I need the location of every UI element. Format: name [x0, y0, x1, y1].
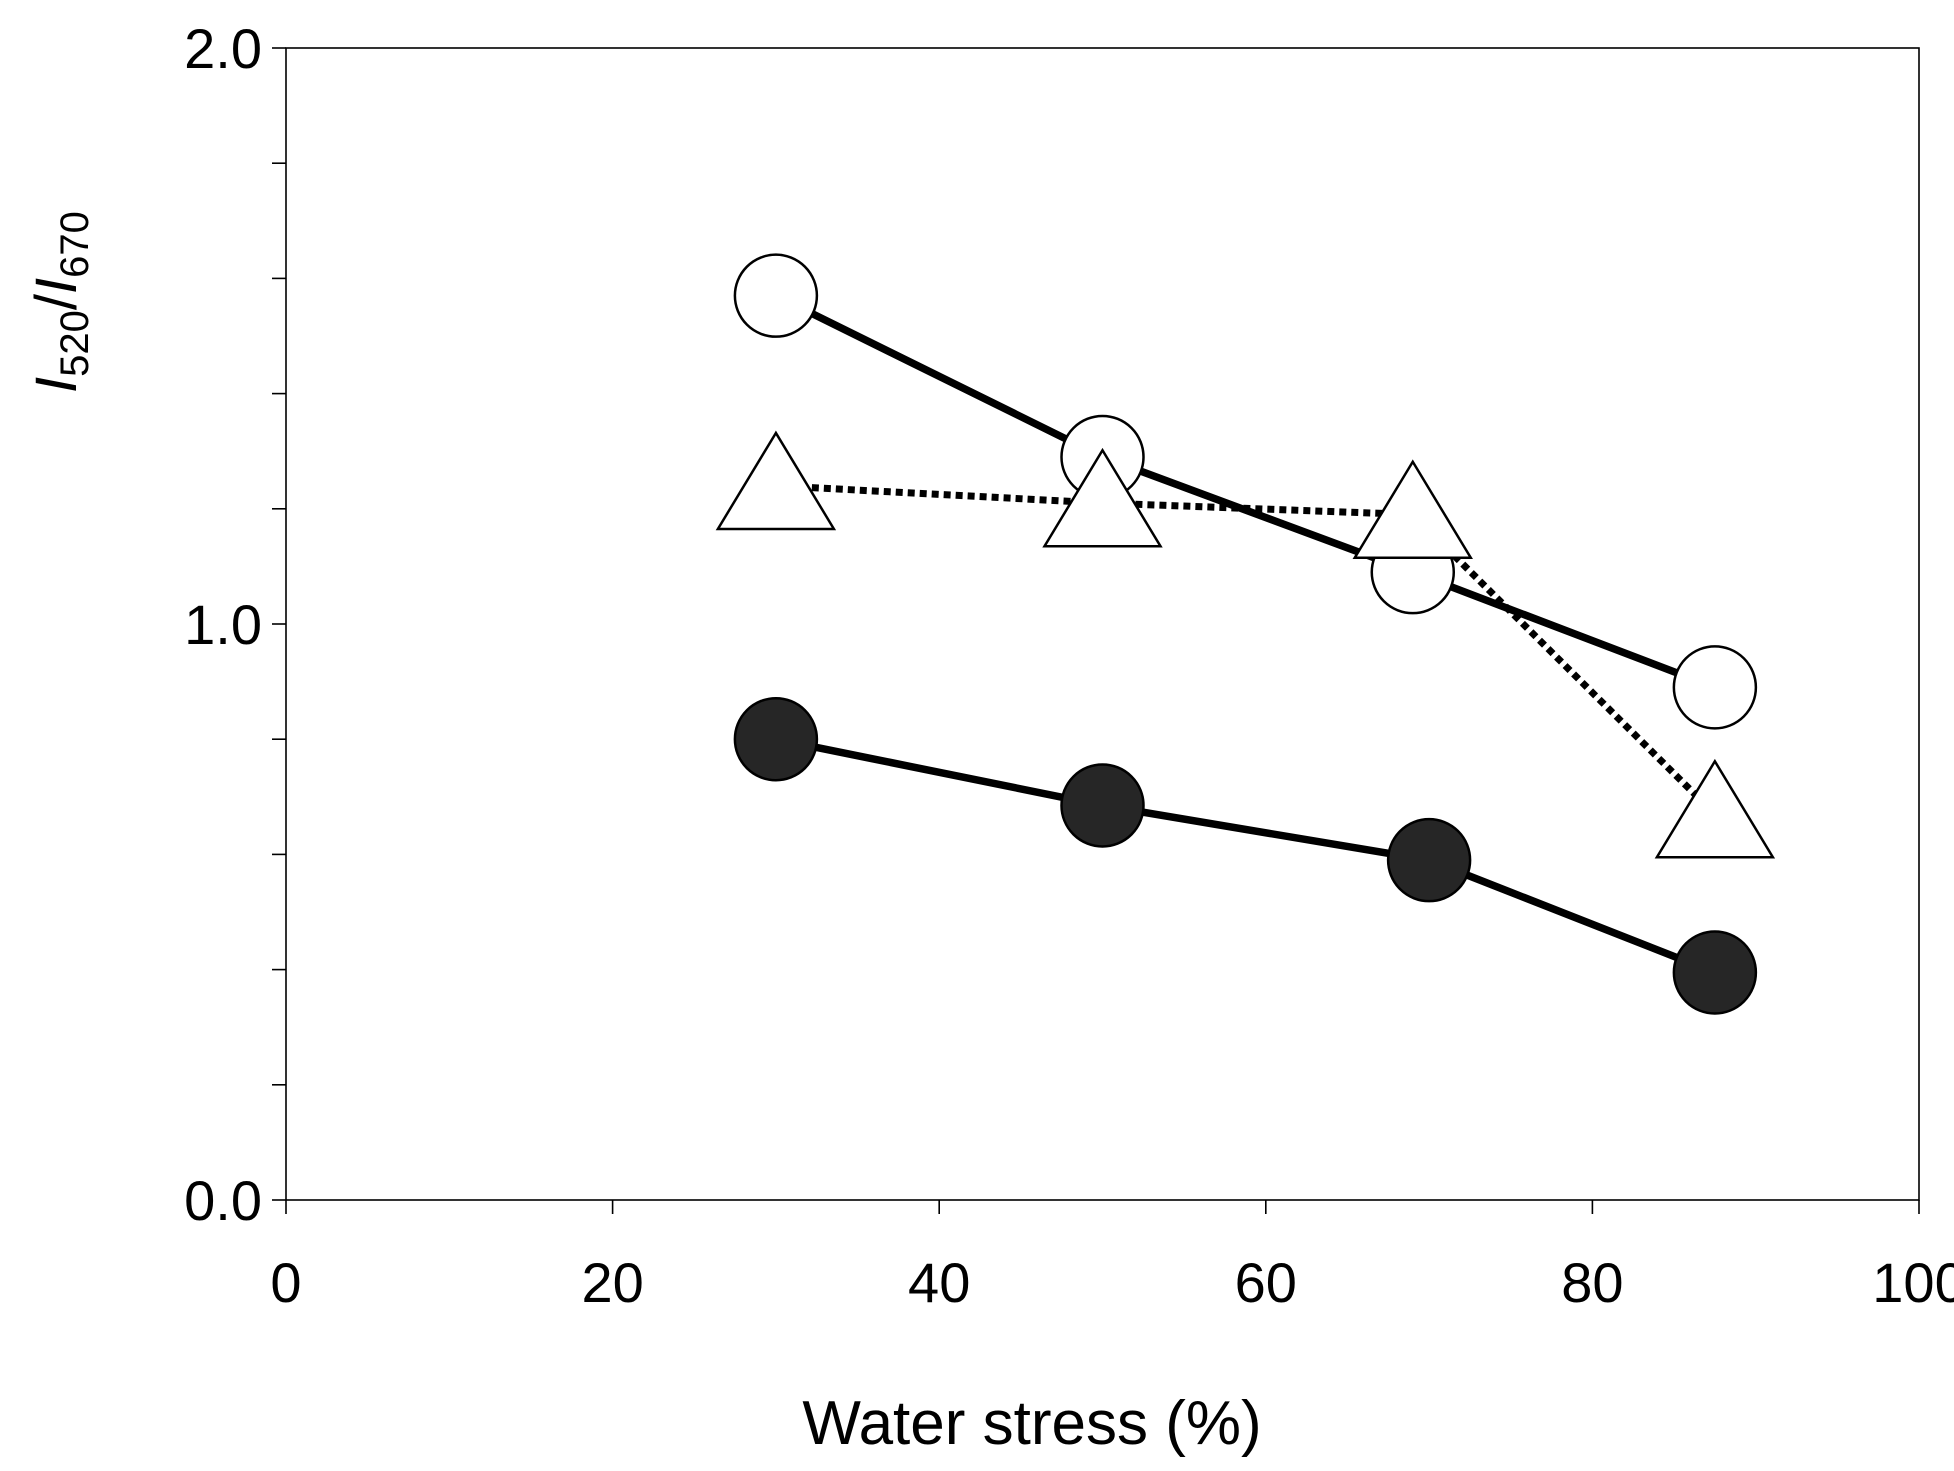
data-point-open-circle [733, 253, 819, 338]
y-tick-label: 1.0 [184, 593, 262, 656]
x-tick-label: 60 [1235, 1251, 1297, 1314]
x-axis-title: Water stress (%) [802, 1389, 1261, 1458]
series-line-2 [775, 482, 1718, 817]
x-tick-label: 80 [1561, 1251, 1623, 1314]
data-point-open-triangle [1042, 447, 1163, 548]
x-tick-label: 40 [908, 1251, 970, 1314]
data-point-open-triangle [1654, 758, 1776, 859]
plot-area [272, 47, 1920, 1214]
series-lines [774, 292, 1718, 976]
data-point-open-circle [1672, 645, 1758, 730]
data-point-filled-circle [1060, 763, 1145, 848]
x-tick-label: 20 [581, 1251, 643, 1314]
series-line-1 [774, 292, 1717, 691]
y-axis-title: I520/I670 [24, 211, 97, 393]
data-point-open-triangle [715, 430, 837, 531]
data-point-filled-circle [1672, 930, 1758, 1015]
x-axis-ticks [285, 1200, 1920, 1214]
plot-frame [285, 47, 1920, 1201]
y-axis-title-symbol-1: I [24, 377, 89, 393]
x-tick-label: 0 [270, 1251, 301, 1314]
data-point-open-triangle [1352, 459, 1473, 560]
y-axis-ticks [272, 47, 286, 1201]
data-point-filled-circle [1386, 817, 1472, 903]
x-tick-label: 100 [1872, 1251, 1954, 1314]
series-markers [715, 253, 1776, 1015]
series-line-3 [775, 735, 1717, 976]
x-axis-tick-labels: 0 20 40 60 80 100 [270, 1251, 1954, 1314]
y-axis-title-separator: / [24, 293, 89, 310]
y-tick-label: 0.0 [184, 1169, 262, 1232]
y-axis-title-subscript-1: 520 [53, 310, 97, 377]
y-axis-title-symbol-2: I [24, 278, 89, 294]
data-point-filled-circle [733, 696, 819, 782]
y-axis-tick-labels: 0.0 1.0 2.0 [184, 17, 262, 1232]
y-tick-label: 2.0 [184, 17, 262, 80]
y-axis-title-subscript-2: 670 [53, 211, 97, 278]
